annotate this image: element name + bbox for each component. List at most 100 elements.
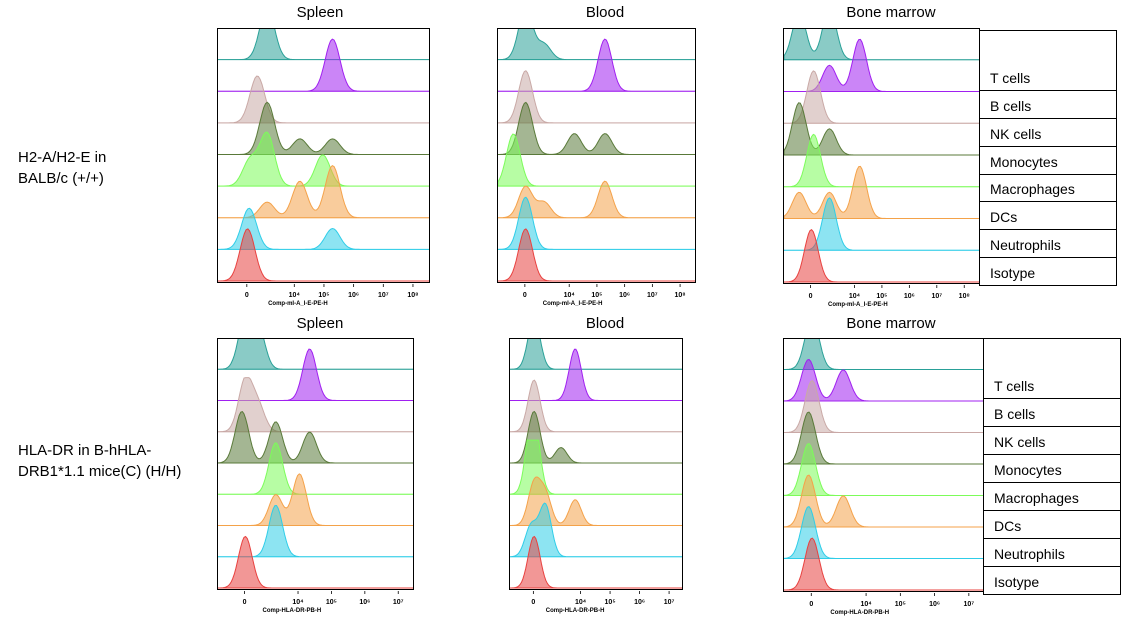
x-axis-blood-mouse: 0 10⁴ 10⁵ 10⁶ 10⁷ 10⁸ Comp-mI-A_I-E-PE-H: [497, 284, 696, 308]
row-label-mouse: H2-A/H2-E in BALB/c (+/+): [18, 147, 106, 189]
legend-mouse: T cells B cells NK cells Monocytes Macrophag…: [979, 30, 1117, 286]
x-axis-title: Comp-HLA-DR-PB-H: [546, 608, 605, 614]
x-tick-label: 10⁶: [634, 599, 645, 606]
x-tick-label: 10⁶: [904, 293, 915, 300]
histogram-svg: [498, 29, 695, 282]
panel-title: Spleen: [296, 315, 344, 332]
legend-item-b-cells: B cells: [983, 398, 1121, 427]
legend-item-macrophages: Macrophages: [983, 482, 1121, 511]
histogram-t-cells: [510, 339, 682, 370]
panel-title: Bone marrow: [846, 315, 936, 332]
histogram-b-cells: [218, 38, 429, 92]
x-axis-title: Comp-mI-A_I-E-PE-H: [828, 302, 888, 308]
x-axis-title: Comp-mI-A_I-E-PE-H: [543, 301, 603, 307]
histogram-isotype: [218, 535, 413, 589]
histogram-svg: [784, 339, 984, 591]
x-tick-label: 10⁷: [647, 292, 658, 299]
legend-item-neutrophils: Neutrophils: [979, 229, 1117, 259]
histogram-isotype: [784, 229, 979, 283]
histogram-dcs: [218, 473, 413, 526]
x-axis-title: Comp-HLA-DR-PB-H: [830, 610, 889, 616]
histogram-t-cells: [218, 29, 429, 61]
legend-item-t-cells: T cells: [979, 30, 1117, 91]
x-axis-title: Comp-mI-A_I-E-PE-H: [268, 301, 328, 307]
x-axis-title: Comp-HLA-DR-PB-H: [263, 608, 322, 614]
x-tick-label: 10⁸: [675, 292, 686, 299]
histogram-t-cells: [784, 339, 984, 370]
histogram-t-cells: [784, 29, 979, 61]
x-tick-label: 10⁵: [318, 292, 329, 299]
histogram-isotype: [218, 228, 429, 282]
x-tick-label: 10⁸: [407, 292, 418, 299]
x-tick-label: 10⁴: [289, 292, 301, 299]
x-tick-label: 10⁷: [378, 292, 389, 299]
x-axis-svg: 0 10⁴ 10⁵ 10⁶ 10⁷ 10⁸ Comp-mI-A_I-E-PE-H: [245, 284, 419, 307]
row-label-human-line1: HLA-DR in B-hHLA-: [18, 442, 152, 459]
x-tick-label: 10⁷: [931, 293, 942, 300]
panel-title: Blood: [585, 315, 625, 332]
histogram-isotype: [784, 537, 984, 591]
x-axis-spleen-human: 0 10⁴ 10⁵ 10⁶ 10⁷ Comp-HLA-DR-PB-H: [217, 591, 414, 615]
legend-item-b-cells: B cells: [979, 90, 1117, 119]
legend-item-macrophages: Macrophages: [979, 173, 1117, 203]
row-label-mouse-line1: H2-A/H2-E in: [18, 149, 107, 166]
x-tick-label: 10⁴: [564, 292, 576, 299]
histogram-macrophages: [784, 133, 979, 188]
x-axis-svg: 0 10⁴ 10⁵ 10⁶ 10⁷ 10⁸ Comp-mI-A_I-E-PE-H: [523, 284, 686, 307]
x-tick-label: 10⁷: [393, 599, 404, 606]
x-tick-label: 10⁶: [929, 601, 940, 608]
x-axis-svg: 0 10⁴ 10⁵ 10⁶ 10⁷ 10⁸ Comp-mI-A_I-E-PE-H: [809, 285, 970, 308]
row-label-mouse-line2: BALB/c (+/+): [18, 170, 104, 187]
x-tick-label: 10⁶: [359, 599, 370, 606]
x-tick-label: 0: [243, 599, 247, 606]
x-tick-label: 10⁶: [348, 292, 359, 299]
histogram-panel-blood-human: [509, 338, 683, 590]
x-tick-label: 10⁴: [860, 601, 872, 608]
legend-item-nk-cells: NK cells: [983, 426, 1121, 455]
x-tick-label: 0: [523, 292, 527, 299]
panel-title: Bone marrow: [846, 4, 936, 21]
x-tick-label: 0: [531, 599, 535, 606]
x-axis-svg: 0 10⁴ 10⁵ 10⁶ 10⁷ Comp-HLA-DR-PB-H: [809, 593, 974, 616]
histogram-isotype: [510, 535, 682, 589]
legend-item-monocytes: Monocytes: [983, 454, 1121, 483]
x-axis-svg: 0 10⁴ 10⁵ 10⁶ 10⁷ Comp-HLA-DR-PB-H: [243, 591, 404, 614]
histogram-svg: [218, 339, 413, 589]
x-tick-label: 10⁷: [664, 599, 675, 606]
row-label-human: HLA-DR in B-hHLA- DRB1*1.1 mice(C) (H/H): [18, 440, 181, 482]
legend-item-isotype: Isotype: [979, 257, 1117, 286]
x-tick-label: 0: [245, 292, 249, 299]
x-tick-label: 10⁵: [605, 599, 616, 606]
legend-human: T cells B cells NK cells Monocytes Macrophag…: [983, 338, 1121, 595]
histogram-svg: [510, 339, 682, 589]
x-tick-label: 10⁵: [591, 292, 602, 299]
histogram-macrophages: [218, 131, 429, 187]
histogram-isotype: [498, 228, 695, 282]
histogram-panel-bonemarrow-human: [783, 338, 985, 592]
x-axis-svg: 0 10⁴ 10⁵ 10⁶ 10⁷ Comp-HLA-DR-PB-H: [531, 591, 675, 614]
x-tick-label: 10⁵: [876, 293, 887, 300]
x-axis-bonemarrow-mouse: 0 10⁴ 10⁵ 10⁶ 10⁷ 10⁸ Comp-mI-A_I-E-PE-H: [783, 285, 980, 309]
panel-title: Blood: [585, 4, 625, 21]
x-axis-blood-human: 0 10⁴ 10⁵ 10⁶ 10⁷ Comp-HLA-DR-PB-H: [509, 591, 683, 615]
histogram-svg: [218, 29, 429, 282]
x-tick-label: 0: [809, 601, 813, 608]
legend-item-neutrophils: Neutrophils: [983, 538, 1121, 567]
legend-item-dcs: DCs: [979, 201, 1117, 231]
legend-item-isotype: Isotype: [983, 566, 1121, 595]
histogram-dcs: [510, 476, 682, 526]
x-tick-label: 0: [809, 293, 813, 300]
histogram-monocytes: [498, 101, 695, 155]
row-label-human-line2: DRB1*1.1 mice(C) (H/H): [18, 463, 182, 480]
panel-title: Spleen: [296, 4, 344, 21]
x-tick-label: 10⁴: [849, 293, 861, 300]
x-tick-label: 10⁸: [959, 293, 970, 300]
legend-item-t-cells: T cells: [983, 338, 1121, 399]
x-tick-label: 10⁵: [326, 599, 337, 606]
histogram-svg: [784, 29, 979, 283]
x-axis-bonemarrow-human: 0 10⁴ 10⁵ 10⁶ 10⁷ Comp-HLA-DR-PB-H: [783, 593, 985, 617]
x-axis-spleen-mouse: 0 10⁴ 10⁵ 10⁶ 10⁷ 10⁸ Comp-mI-A_I-E-PE-H: [217, 284, 430, 308]
legend-item-monocytes: Monocytes: [979, 145, 1117, 175]
histogram-panel-blood-mouse: [497, 28, 696, 283]
legend-item-nk-cells: NK cells: [979, 117, 1117, 147]
